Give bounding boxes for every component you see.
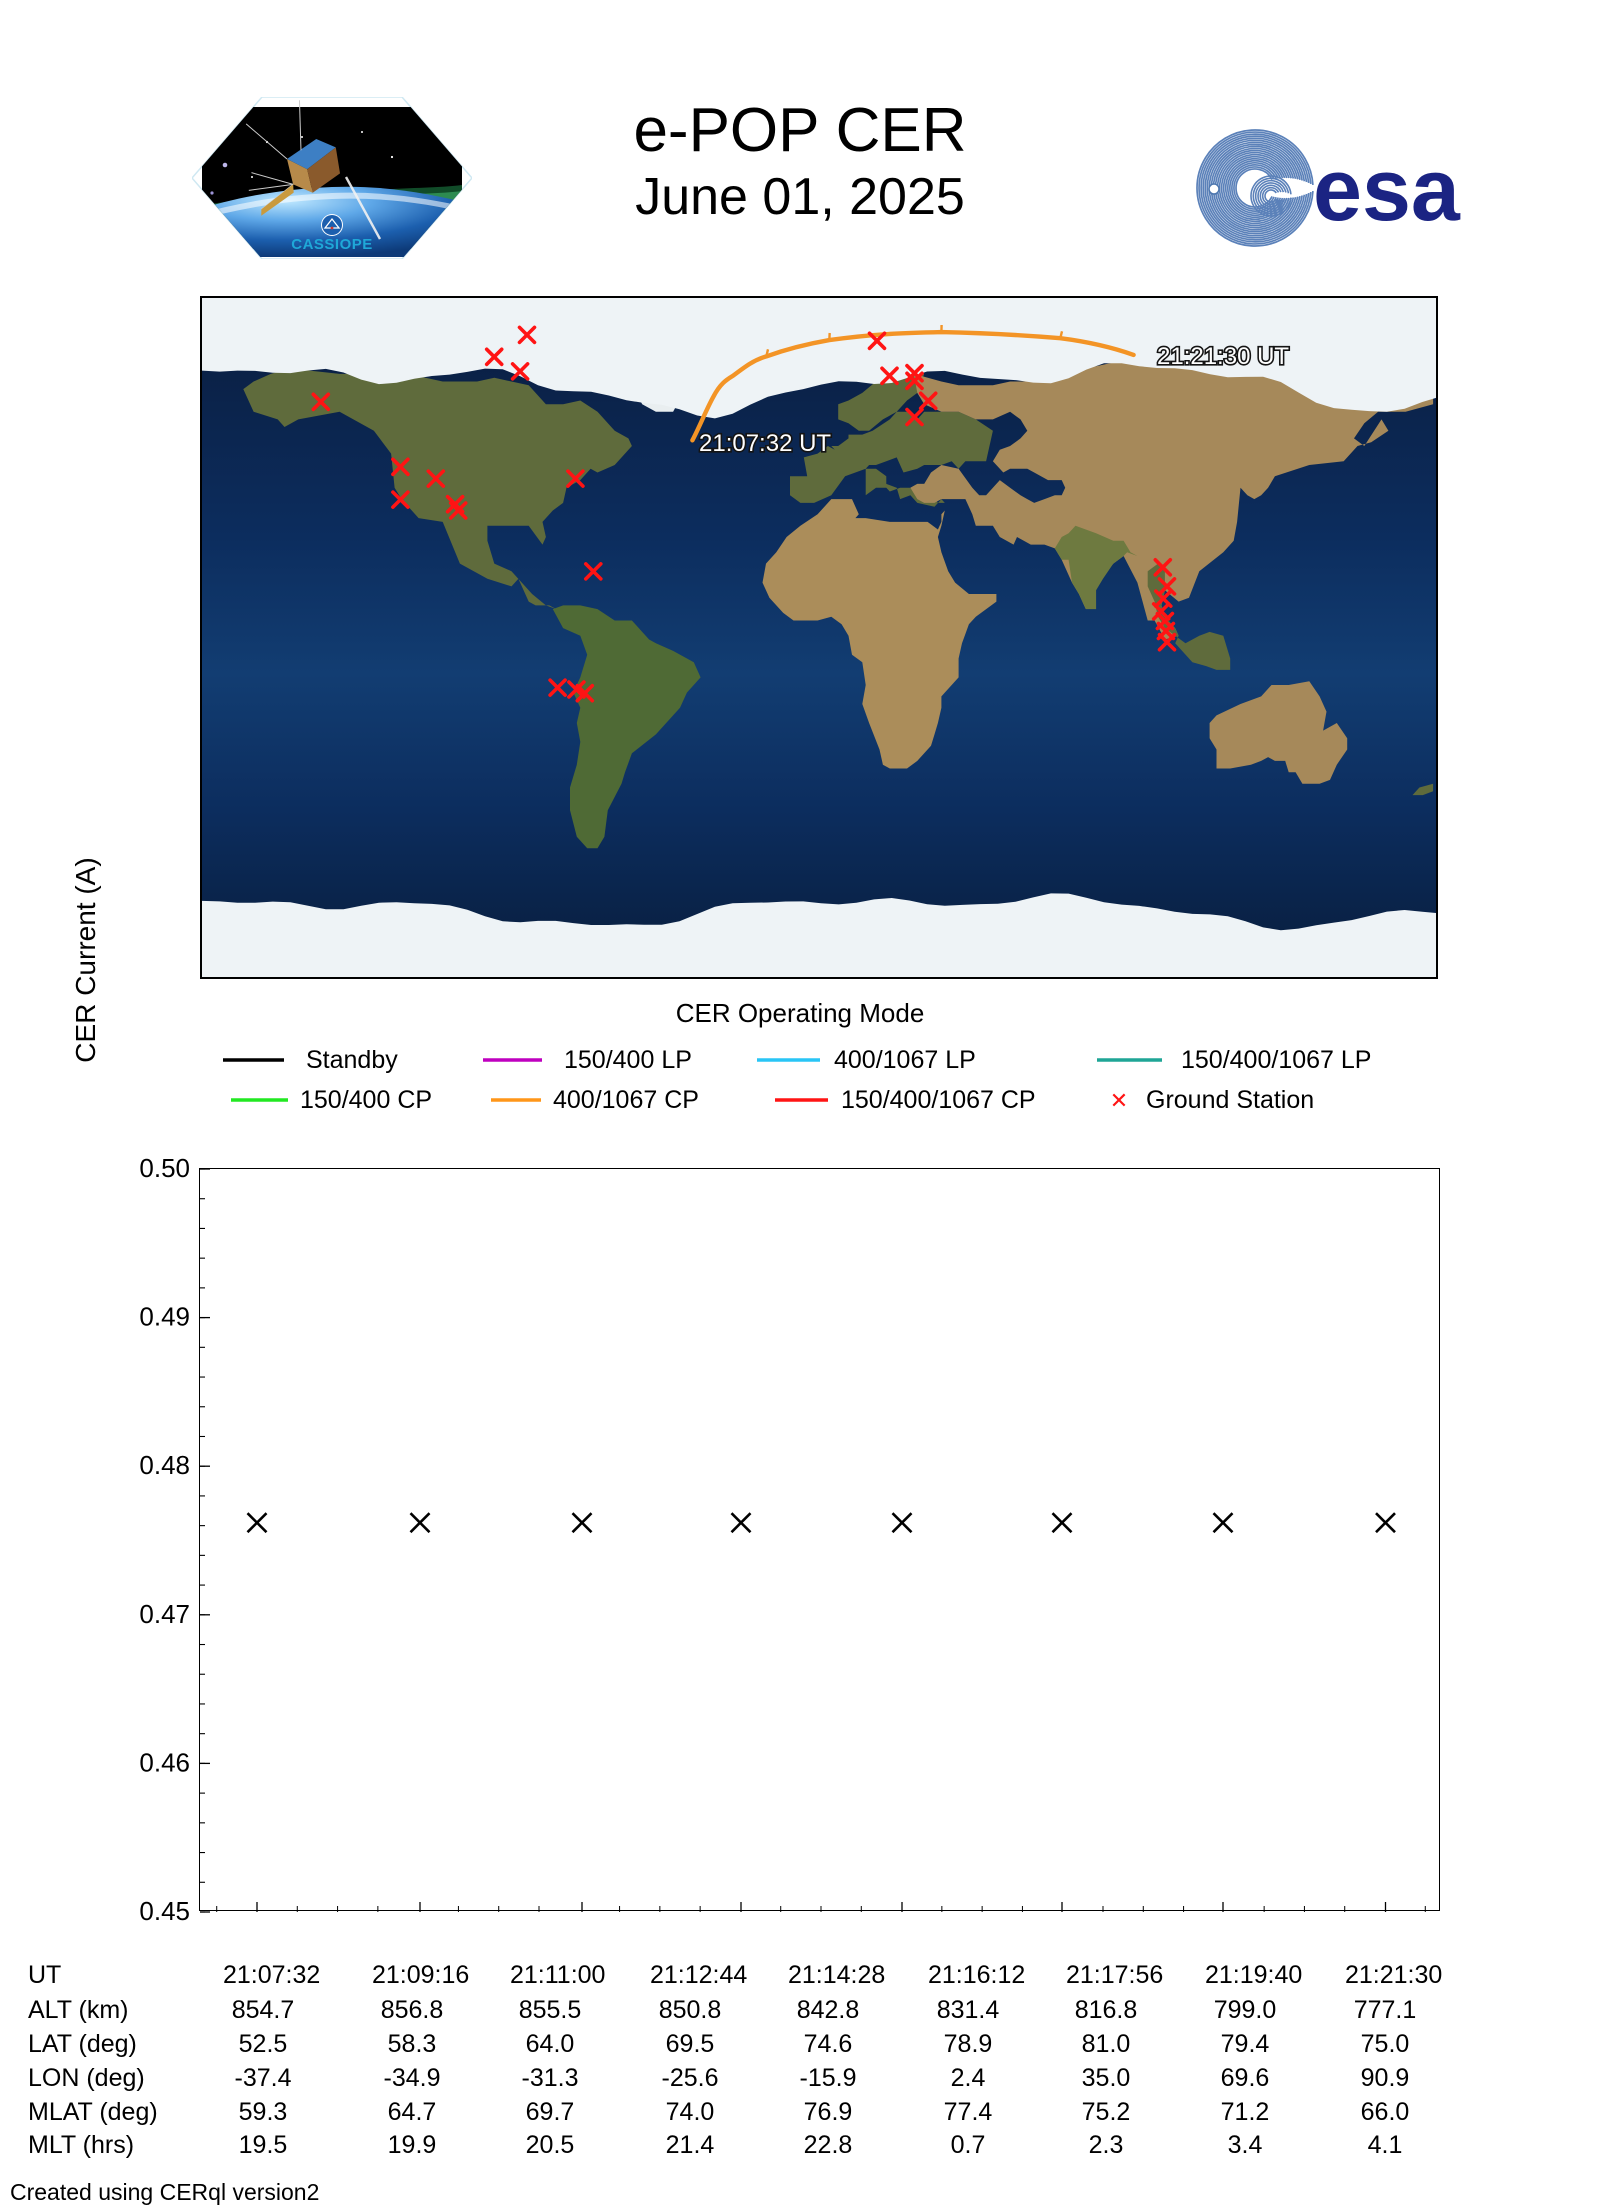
svg-text:0.49: 0.49: [139, 1302, 190, 1332]
svg-text:0.46: 0.46: [139, 1747, 190, 1777]
svg-text:0.45: 0.45: [139, 1896, 190, 1926]
svg-text:Standby: Standby: [306, 1046, 398, 1074]
svg-text:150/400 CP: 150/400 CP: [300, 1086, 432, 1114]
svg-text:0.47: 0.47: [139, 1599, 190, 1629]
svg-text:Ground Station: Ground Station: [1146, 1086, 1314, 1114]
svg-text:400/1067 LP: 400/1067 LP: [834, 1046, 976, 1074]
svg-text:150/400 LP: 150/400 LP: [564, 1046, 692, 1074]
svg-text:21:07:32 UT: 21:07:32 UT: [699, 430, 831, 457]
svg-text:21:21:30 UT: 21:21:30 UT: [1157, 343, 1289, 370]
svg-text:400/1067 CP: 400/1067 CP: [553, 1086, 699, 1114]
svg-text:esa: esa: [1313, 140, 1461, 239]
svg-text:CASSIOPE: CASSIOPE: [291, 236, 373, 253]
svg-text:150/400/1067 LP: 150/400/1067 LP: [1181, 1046, 1371, 1074]
svg-text:150/400/1067 CP: 150/400/1067 CP: [841, 1086, 1036, 1114]
svg-text:0.50: 0.50: [139, 1153, 190, 1183]
svg-text:0.48: 0.48: [139, 1450, 190, 1480]
svg-text:✕: ✕: [1110, 1088, 1128, 1113]
